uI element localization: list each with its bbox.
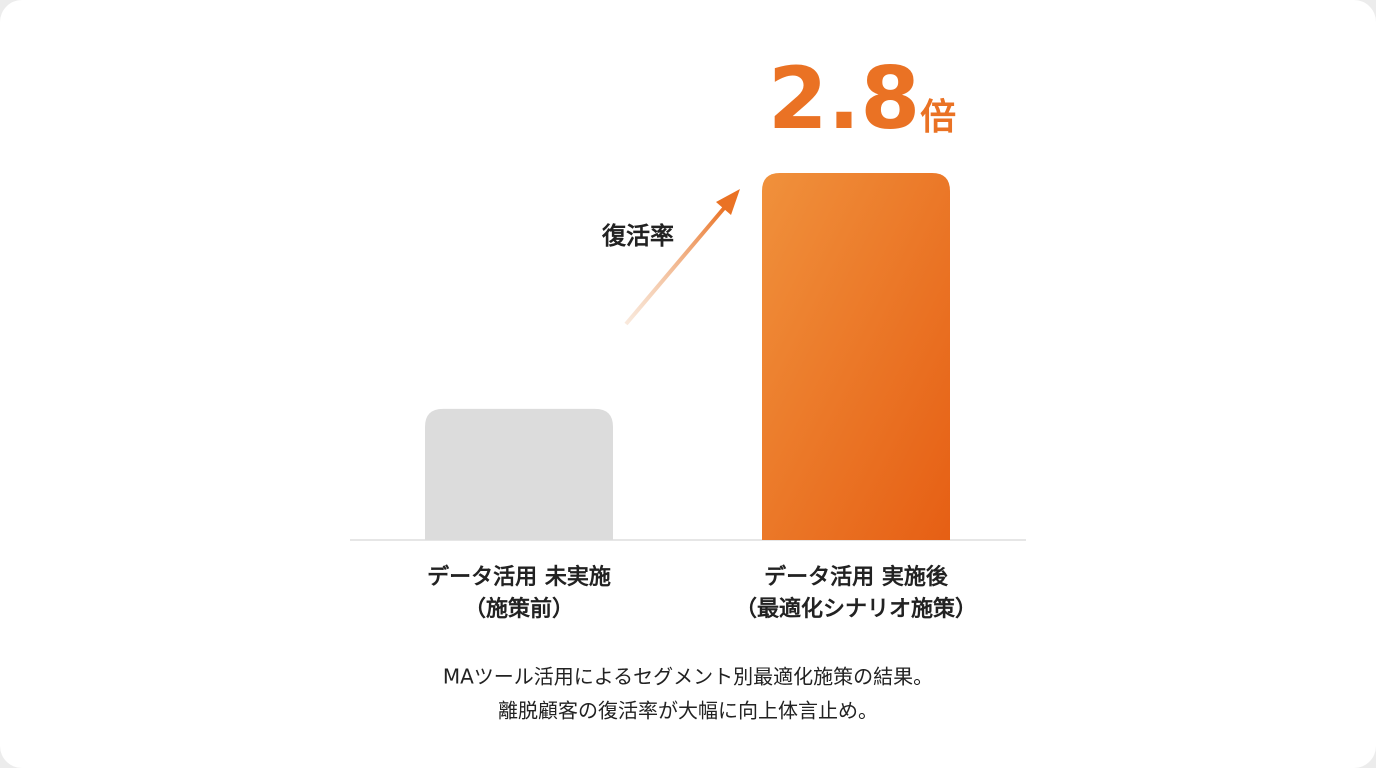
value-unit: 倍 (920, 97, 956, 138)
x-tick-label: データ活用 未実施 (427, 564, 611, 590)
caption: 離脱顧客の復活率が大幅に向上体言止め。 (498, 699, 878, 723)
trend-arrow (624, 189, 740, 326)
caption: MAツール活用によるセグメント別最適化施策の結果。 (443, 665, 933, 689)
bar (762, 173, 950, 540)
x-tick-label: （施策前） (464, 596, 574, 622)
x-tick-label: データ活用 実施後 (764, 564, 949, 590)
value-number: 2.8 (768, 49, 920, 149)
bar (425, 408, 613, 540)
x-tick-label: （最適化シナリオ施策） (735, 596, 977, 622)
value-label: 2.8倍 (768, 49, 956, 149)
annotation: 復活率 (601, 222, 674, 250)
